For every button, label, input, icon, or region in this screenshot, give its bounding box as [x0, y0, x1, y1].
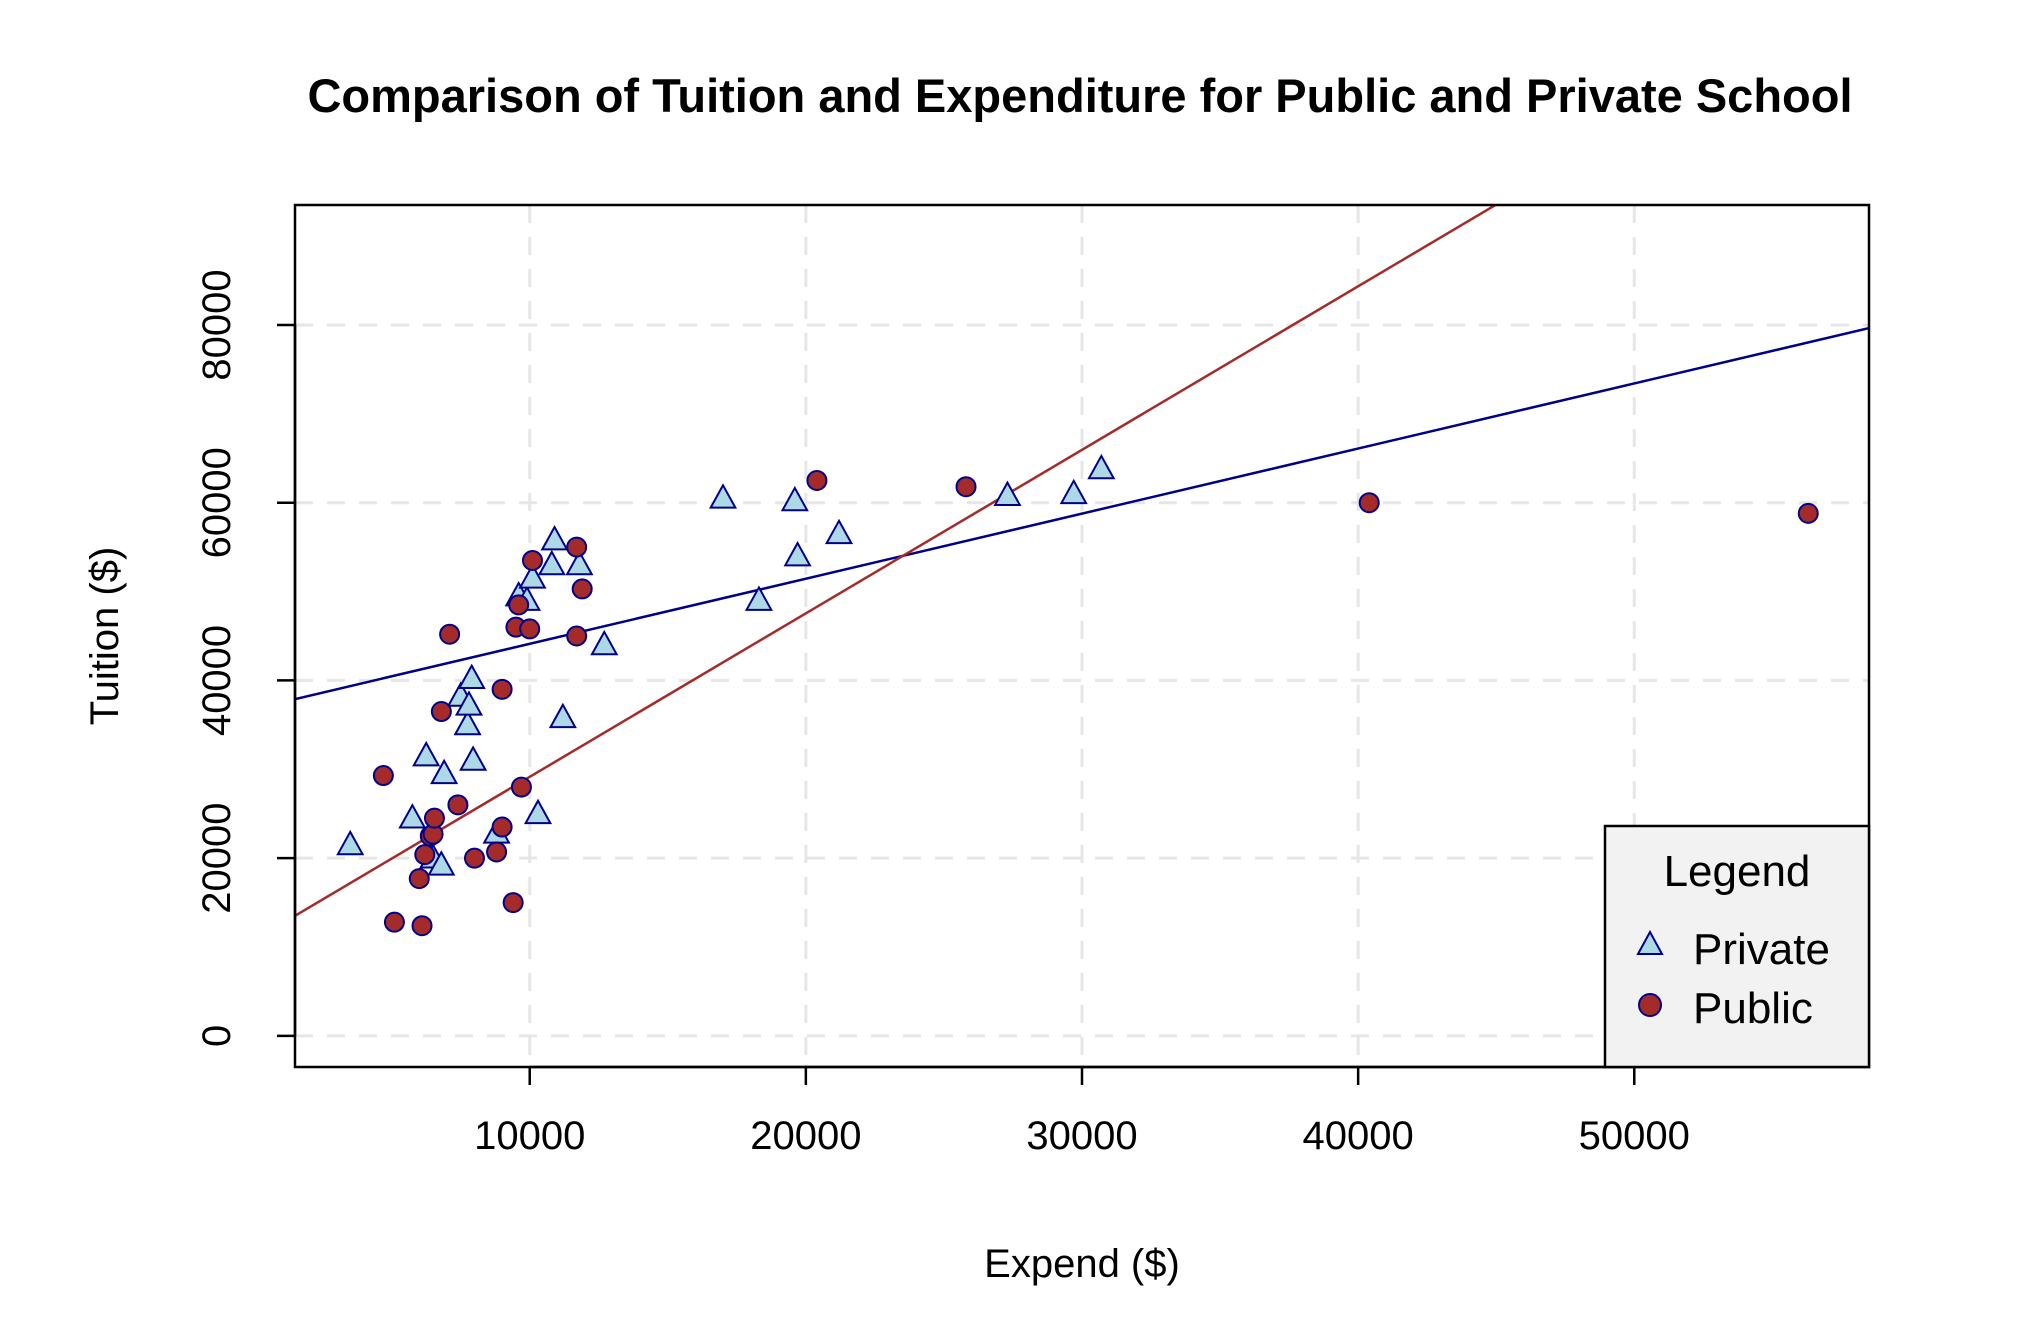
- point-public: [1797, 502, 1819, 524]
- point-private: [824, 518, 854, 545]
- legend-title: Legend: [1664, 847, 1811, 896]
- point-private: [454, 690, 484, 716]
- point-public: [521, 549, 543, 571]
- fit-line-private: [295, 326, 1869, 701]
- point-public: [491, 816, 513, 838]
- point-public: [806, 469, 828, 491]
- point-private: [398, 803, 427, 829]
- point-public: [486, 841, 508, 863]
- point-private: [457, 663, 486, 690]
- point-public: [408, 868, 430, 890]
- point-private: [523, 798, 553, 825]
- point-public: [502, 892, 524, 914]
- x-tick-label: 50000: [1579, 1114, 1690, 1158]
- point-private: [1087, 453, 1116, 480]
- x-tick-label: 10000: [474, 1114, 585, 1158]
- point-public: [519, 618, 541, 640]
- legend-private-triangle-icon: [1636, 929, 1664, 955]
- point-private: [412, 740, 441, 767]
- point-private: [540, 524, 569, 551]
- point-private: [518, 563, 547, 589]
- y-tick-label: 0: [195, 1025, 239, 1047]
- y-tick-label: 80000: [195, 269, 239, 380]
- point-public: [491, 678, 513, 700]
- chart-title: Comparison of Tuition and Expenditure fo…: [307, 69, 1852, 122]
- point-private: [537, 549, 566, 576]
- point-public: [510, 776, 532, 798]
- point-private: [1059, 478, 1088, 505]
- point-private: [590, 629, 619, 656]
- y-axis-label: Tuition ($): [83, 547, 127, 726]
- fit-line-public: [295, 205, 1498, 917]
- point-public: [423, 807, 445, 829]
- point-private: [744, 585, 773, 611]
- point-private: [548, 702, 577, 729]
- point-public: [414, 844, 436, 866]
- point-public: [566, 536, 588, 558]
- grid: [295, 205, 1869, 1067]
- y-tick-label: 60000: [195, 447, 239, 558]
- point-public: [571, 578, 593, 600]
- point-public: [372, 765, 394, 787]
- point-private: [708, 483, 738, 509]
- y-axis: 0 20000 40000 60000 80000: [195, 269, 297, 1047]
- legend-entry-private: Private: [1693, 925, 1830, 974]
- point-public: [439, 623, 461, 645]
- point-public: [447, 794, 469, 816]
- point-private: [993, 480, 1022, 506]
- point-private: [459, 745, 488, 771]
- x-axis: 10000 20000 30000 40000 50000: [474, 1065, 1690, 1158]
- x-tick-label: 40000: [1303, 1114, 1414, 1158]
- point-private: [780, 485, 809, 512]
- point-public: [955, 476, 977, 498]
- legend-public-circle-icon: [1638, 993, 1662, 1017]
- y-tick-label: 40000: [195, 625, 239, 736]
- point-private: [427, 850, 456, 876]
- point-public: [411, 915, 433, 937]
- point-private: [453, 709, 482, 736]
- point-public: [566, 625, 588, 647]
- point-private: [430, 758, 459, 785]
- data-points: [336, 453, 1819, 937]
- point-public: [508, 594, 530, 616]
- point-public: [1358, 492, 1380, 514]
- x-tick-label: 20000: [750, 1114, 861, 1158]
- x-tick-label: 30000: [1026, 1114, 1137, 1158]
- x-axis-label: Expend ($): [984, 1242, 1180, 1286]
- point-private: [336, 829, 365, 856]
- point-private: [783, 540, 812, 567]
- legend-entry-public: Public: [1693, 984, 1813, 1033]
- y-tick-label: 20000: [195, 803, 239, 914]
- regression-lines: [295, 205, 1869, 917]
- point-public: [463, 847, 485, 869]
- point-private: [565, 549, 594, 576]
- legend: Legend Private Public: [1603, 824, 1871, 1069]
- point-public: [383, 911, 405, 933]
- point-public: [430, 701, 452, 723]
